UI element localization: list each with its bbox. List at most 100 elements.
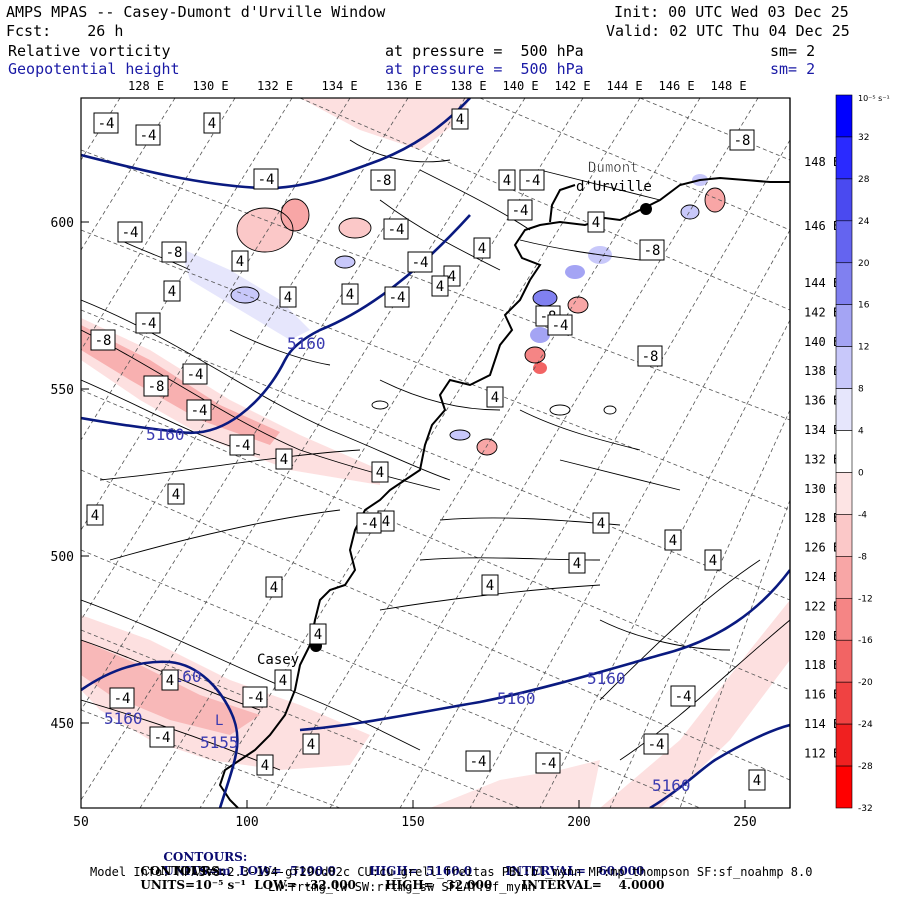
svg-text:-4: -4 — [512, 203, 529, 219]
right-lon-label: 136 E — [804, 394, 840, 408]
colorbar-swatch — [835, 262, 853, 306]
vorticity-label: 4 — [279, 286, 297, 308]
svg-text:4: 4 — [486, 578, 494, 594]
colorbar-swatch — [835, 723, 853, 767]
field2-level: at pressure = 500 hPa — [385, 60, 584, 78]
axis-ticks: 50 100 150 200 250 600 550 500 450 — [51, 216, 757, 830]
colorbar-swatch — [835, 765, 853, 809]
svg-text:4: 4 — [261, 758, 269, 774]
right-lon-label: 122 E — [804, 599, 840, 613]
vorticity-patch-14 — [450, 430, 470, 440]
vorticity-label: 4 — [587, 211, 605, 233]
x-tick-label: 50 — [73, 815, 89, 830]
svg-text:-8: -8 — [644, 243, 661, 259]
svg-text:4: 4 — [208, 116, 216, 132]
vorticity-label: 4 — [167, 483, 185, 505]
vorticity-label: -4 — [519, 169, 545, 191]
colorbar-swatch — [835, 388, 853, 431]
x-tick-label: 250 — [733, 815, 756, 830]
dumont-label-2: d'Urville — [576, 179, 652, 195]
colorbar-swatch — [835, 94, 853, 138]
colorbar-label: 32 — [858, 133, 869, 143]
y-tick-label: 500 — [51, 550, 74, 565]
vorticity-patch-6 — [533, 290, 557, 306]
colorbar-unit: 10⁻⁵ s⁻¹ — [858, 94, 890, 103]
colorbar-label: -16 — [858, 636, 873, 646]
top-lon-label: 132 E — [257, 79, 293, 93]
geopotential-contours — [81, 98, 790, 808]
svg-text:4: 4 — [448, 269, 456, 285]
colorbar-label: -20 — [858, 678, 873, 688]
right-lon-label: 120 E — [804, 629, 840, 643]
vorticity-label: -4 — [670, 685, 696, 707]
colorbar-swatch — [835, 681, 853, 725]
height-label: 5160 — [287, 334, 326, 353]
top-lon-label: 140 E — [503, 79, 539, 93]
vorticity-label: 4 — [473, 237, 491, 259]
colorbar-swatch — [835, 430, 853, 473]
height-label: 5160 — [104, 709, 143, 728]
svg-text:-4: -4 — [187, 367, 204, 383]
vorticity-label: 4 — [163, 280, 181, 302]
svg-text:4: 4 — [753, 773, 761, 789]
vorticity-patch-5 — [335, 256, 355, 268]
vorticity-label: -8 — [637, 345, 663, 367]
vorticity-patch-9 — [568, 297, 588, 313]
field2-name: Geopotential height — [8, 60, 180, 78]
low-marker: L — [215, 713, 223, 729]
vorticity-label: -4 — [643, 733, 669, 755]
vorticity-label: 4 — [86, 504, 104, 526]
top-lon-label: 148 E — [711, 79, 747, 93]
dumont-label: Dumont — [588, 160, 639, 176]
right-lon-label: 132 E — [804, 452, 840, 466]
vorticity-label: 4 — [203, 112, 221, 134]
vorticity-label: -8 — [729, 129, 755, 151]
colorbar-swatch — [835, 346, 853, 389]
colorbar-swatch — [835, 639, 853, 683]
svg-text:-4: -4 — [191, 403, 208, 419]
svg-text:-4: -4 — [247, 690, 264, 706]
svg-text:-4: -4 — [648, 737, 665, 753]
svg-text:4: 4 — [168, 284, 176, 300]
colorbar-label: 12 — [858, 343, 869, 353]
svg-text:4: 4 — [270, 580, 278, 596]
svg-text:-4: -4 — [140, 128, 157, 144]
y-tick-label: 600 — [51, 216, 74, 231]
svg-text:-4: -4 — [98, 116, 115, 132]
vorticity-label: 4 — [704, 549, 722, 571]
top-lon-label: 138 E — [451, 79, 487, 93]
colorbar-label: 24 — [858, 217, 870, 227]
vorticity-label: -4 — [356, 512, 382, 534]
vorticity-patch-13 — [477, 439, 497, 455]
svg-text:-4: -4 — [258, 172, 275, 188]
svg-text:4: 4 — [436, 279, 444, 295]
svg-text:4: 4 — [314, 627, 322, 643]
vorticity-label: -4 — [186, 399, 212, 421]
field1-level: at pressure = 500 hPa — [385, 42, 584, 60]
vorticity-label: -4 — [109, 687, 135, 709]
vorticity-label: -4 — [547, 314, 573, 336]
right-lon-label: 126 E — [804, 541, 840, 555]
init-time: Init: 00 UTC Wed 03 Dec 25 — [614, 3, 849, 21]
valid-time: Valid: 02 UTC Thu 04 Dec 25 — [606, 22, 850, 40]
colorbar-label: -4 — [858, 510, 867, 520]
vorticity-label: -4 — [117, 221, 143, 243]
colorbar-label: -8 — [858, 552, 867, 562]
x-tick-label: 200 — [567, 815, 590, 830]
vorticity-patch-3 — [339, 218, 371, 238]
vorticity-label: -4 — [465, 750, 491, 772]
vorticity-patch-16 — [681, 205, 699, 219]
colorbar-label: 16 — [858, 301, 870, 311]
svg-text:-4: -4 — [412, 255, 429, 271]
right-lon-label: 144 E — [804, 276, 840, 290]
right-lon-label: 114 E — [804, 717, 840, 731]
svg-text:4: 4 — [284, 290, 292, 306]
forecast-hour: Fcst: 26 h — [6, 22, 124, 40]
vorticity-label: -4 — [135, 124, 161, 146]
top-lon-label: 142 E — [555, 79, 591, 93]
svg-text:4: 4 — [346, 287, 354, 303]
svg-text:-8: -8 — [166, 245, 183, 261]
vorticity-label: 4 — [371, 461, 389, 483]
